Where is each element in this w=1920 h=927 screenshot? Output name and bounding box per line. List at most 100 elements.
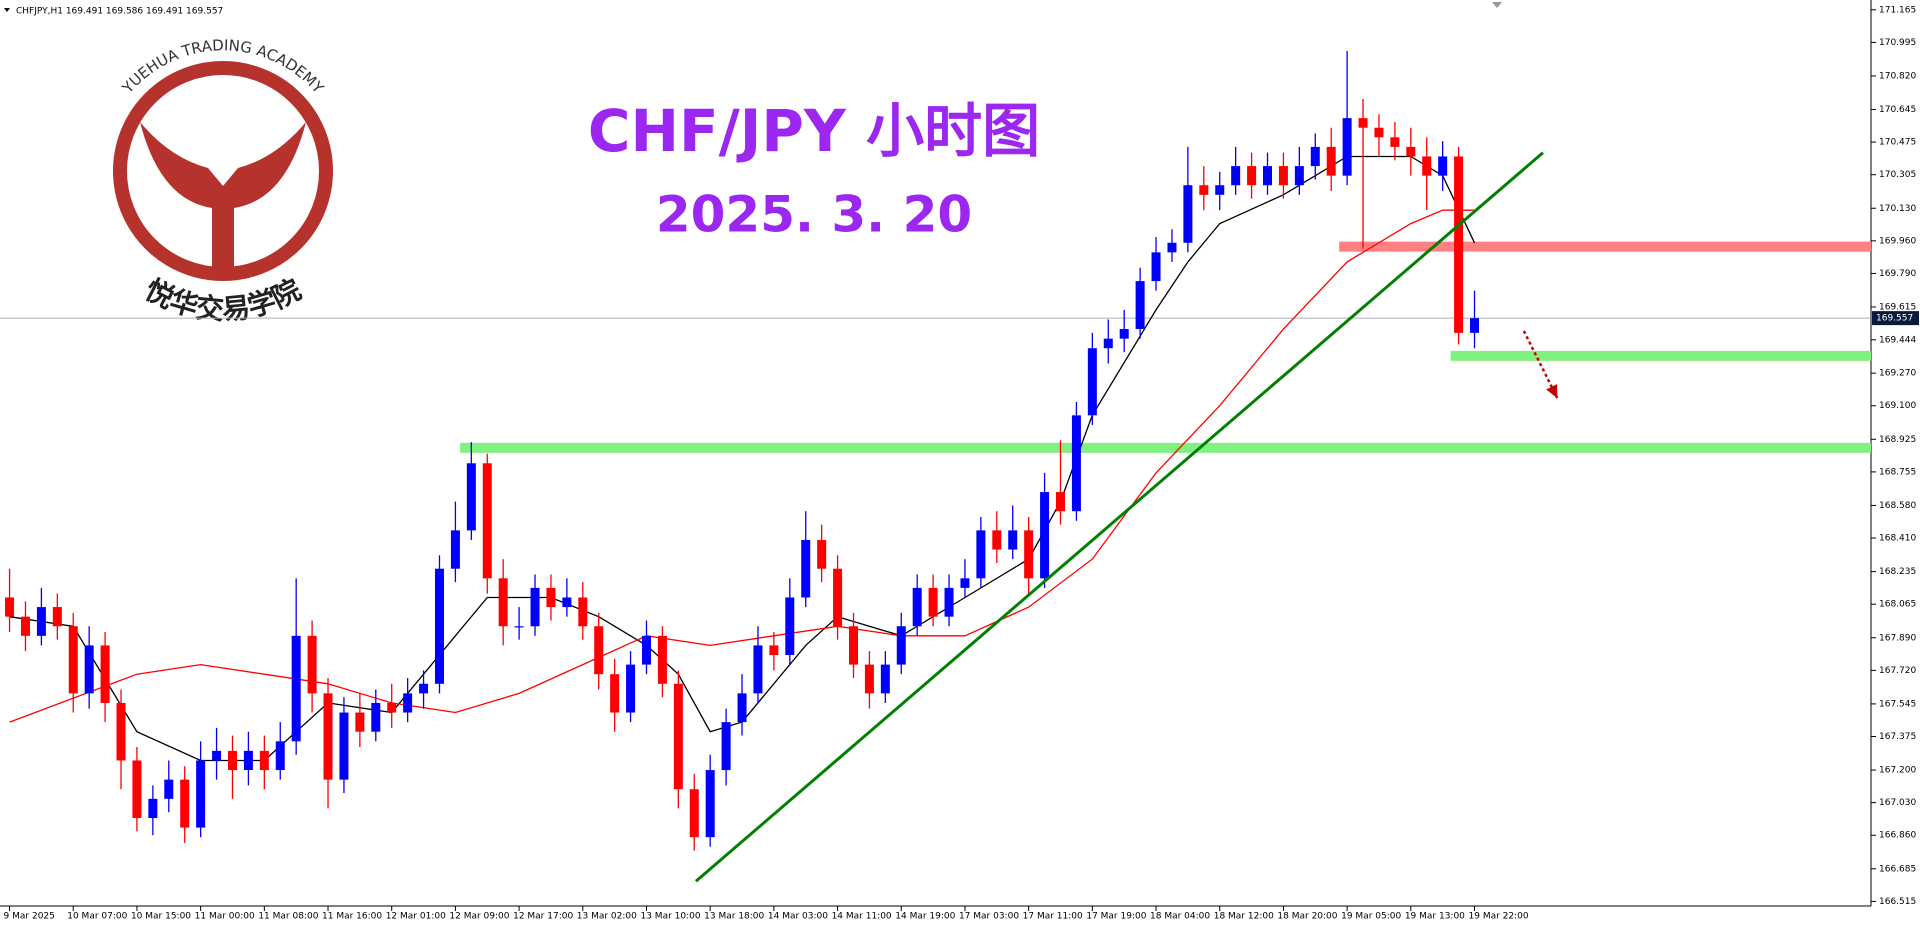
candle-body	[5, 597, 15, 617]
candle-body	[657, 635, 667, 684]
last-price-tag	[1872, 311, 1919, 326]
candle-body	[1071, 415, 1081, 512]
candle-body	[1008, 530, 1018, 550]
candle-body	[1470, 318, 1480, 333]
candle-body	[1406, 146, 1416, 157]
x-tick-label: 11 Mar 16:00	[322, 912, 382, 922]
y-tick-label: 170.130	[1879, 204, 1916, 214]
candle-body	[928, 587, 938, 617]
x-tick-label: 19 Mar 05:00	[1341, 912, 1401, 922]
candle-body	[387, 702, 397, 713]
x-tick-label: 12 Mar 09:00	[449, 912, 509, 922]
candle-body	[323, 693, 333, 780]
x-tick-label: 18 Mar 20:00	[1277, 912, 1337, 922]
y-tick-label: 169.270	[1879, 369, 1916, 379]
candle-body	[610, 674, 620, 713]
logo-ring	[113, 61, 333, 281]
x-tick-label: 18 Mar 12:00	[1214, 912, 1274, 922]
candle-body	[1326, 146, 1336, 176]
candle-body	[68, 626, 78, 694]
candle-body	[52, 607, 62, 627]
x-tick-label: 9 Mar 2025	[4, 912, 55, 922]
y-tick-label: 167.890	[1879, 633, 1916, 643]
candle-body	[466, 463, 476, 531]
candle-body	[1055, 492, 1065, 512]
x-tick-label: 12 Mar 17:00	[513, 912, 573, 922]
x-tick-label: 11 Mar 08:00	[258, 912, 318, 922]
candle-body	[976, 530, 986, 579]
candle-body	[291, 635, 301, 742]
candle-body	[196, 760, 206, 828]
y-tick-label: 168.925	[1879, 435, 1916, 445]
y-tick-label: 170.645	[1879, 105, 1916, 115]
y-tick-label: 170.820	[1879, 71, 1916, 81]
y-tick-label: 168.580	[1879, 501, 1916, 511]
candle-body	[275, 741, 285, 771]
y-tick-label: 169.100	[1879, 401, 1916, 411]
candle-body	[705, 770, 715, 838]
candle-body	[36, 607, 46, 636]
candle-body	[1167, 242, 1177, 253]
candle-body	[514, 626, 524, 628]
x-tick-label: 13 Mar 02:00	[577, 912, 637, 922]
symbol-header: CHFJPY,H1 169.491 169.586 169.491 169.55…	[16, 7, 223, 17]
candle-body	[578, 597, 588, 627]
y-tick-label: 168.755	[1879, 467, 1916, 477]
candle-body	[1390, 137, 1400, 147]
x-tick-label: 19 Mar 22:00	[1469, 912, 1529, 922]
candle-body	[1247, 166, 1257, 186]
x-tick-label: 12 Mar 01:00	[386, 912, 446, 922]
candle-body	[164, 779, 174, 799]
y-tick-label: 166.685	[1879, 864, 1916, 874]
x-tick-label: 10 Mar 15:00	[131, 912, 191, 922]
candle-body	[562, 597, 572, 608]
candle-body	[944, 587, 954, 617]
candle-body	[1135, 281, 1145, 330]
chart-subtitle: 2025. 3. 20	[656, 186, 972, 244]
y-tick-label: 167.030	[1879, 798, 1916, 808]
candle-body	[1454, 156, 1464, 333]
x-tick-label: 11 Mar 00:00	[195, 912, 255, 922]
candle-body	[1024, 530, 1034, 579]
candle-body	[259, 750, 269, 771]
scroll-marker	[1492, 2, 1502, 8]
y-tick-label: 169.615	[1879, 303, 1916, 313]
y-tick-label: 167.375	[1879, 732, 1916, 742]
y-tick-label: 168.235	[1879, 567, 1916, 577]
candle-body	[1119, 329, 1129, 339]
candle-body	[689, 789, 699, 838]
candle-body	[434, 568, 444, 684]
candle-body	[1040, 492, 1050, 579]
y-tick-label: 170.995	[1879, 38, 1916, 48]
candle-body	[960, 578, 970, 588]
candle-body	[148, 798, 158, 818]
candle-body	[84, 645, 94, 694]
candle-body	[817, 539, 827, 569]
y-tick-label: 170.475	[1879, 138, 1916, 148]
x-tick-label: 14 Mar 11:00	[832, 912, 892, 922]
candle-body	[403, 693, 413, 713]
x-tick-label: 17 Mar 03:00	[959, 912, 1019, 922]
y-tick-label: 171.165	[1879, 5, 1916, 15]
candle-body	[530, 587, 540, 627]
moving-average	[9, 209, 1475, 723]
candle-body	[116, 702, 126, 761]
candle-body	[355, 712, 365, 732]
candle-body	[307, 635, 317, 694]
candle-body	[1231, 166, 1241, 186]
candle-body	[243, 750, 253, 771]
candle-body	[1422, 156, 1432, 176]
y-tick-label: 167.545	[1879, 699, 1916, 709]
candle-body	[1342, 118, 1352, 176]
candle-body	[1294, 166, 1304, 186]
y-tick-label: 168.410	[1879, 534, 1916, 544]
candle-body	[721, 722, 731, 771]
candle-body	[769, 645, 779, 656]
y-tick-label: 169.790	[1879, 269, 1916, 279]
y-tick-label: 168.065	[1879, 600, 1916, 610]
candle-body	[482, 463, 492, 579]
x-tick-label: 13 Mar 10:00	[640, 912, 700, 922]
candle-body	[371, 702, 381, 732]
y-tick-label: 169.960	[1879, 236, 1916, 246]
candle-body	[1278, 166, 1288, 186]
